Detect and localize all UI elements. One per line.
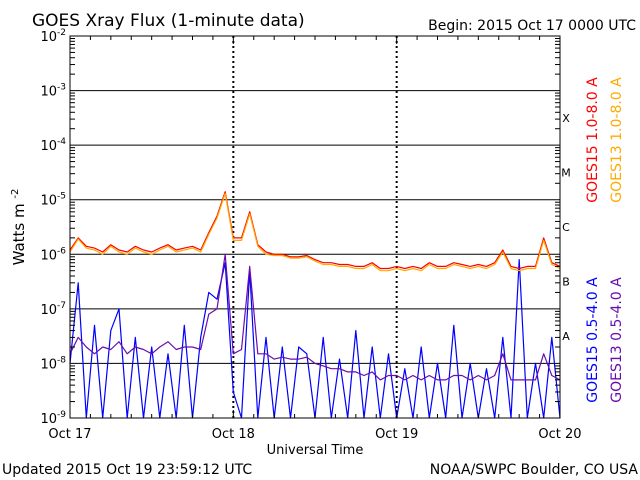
y-axis-label-exponent: -2 (10, 189, 21, 199)
plot-area (69, 35, 561, 419)
y-tick-label: 10-4 (40, 137, 66, 154)
y-tick-label-exponent: -5 (57, 192, 66, 202)
credit-text: NOAA/SWPC Boulder, CO USA (430, 462, 639, 478)
series-line (69, 253, 561, 381)
flare-class-label: C (562, 221, 570, 234)
gridlines (70, 36, 560, 418)
y-tick-label: 10-7 (40, 301, 66, 318)
y-tick-label-exponent: -3 (57, 83, 66, 93)
flare-class-labels: A B C M X (561, 112, 571, 343)
y-tick-label-exponent: -2 (57, 28, 66, 38)
x-tick-label: Oct 17 (48, 427, 91, 442)
x-tick-labels: Oct 17 Oct 18 Oct 19 Oct 20 (48, 427, 581, 442)
x-tick-label: Oct 19 (375, 427, 418, 442)
y-tick-label: 10-3 (40, 83, 66, 100)
begin-time: Begin: 2015 Oct 17 0000 UTC (428, 18, 636, 34)
y-tick-label-base: 10 (40, 412, 57, 427)
y-tick-label-base: 10 (40, 30, 57, 45)
y-tick-label-exponent: -9 (57, 410, 66, 420)
y-tick-label-exponent: -6 (57, 246, 66, 256)
y-tick-label-base: 10 (40, 357, 57, 372)
flare-class-label: B (562, 276, 570, 289)
y-tick-labels: 10-910-810-710-610-510-410-310-2 (40, 28, 66, 427)
y-tick-label-base: 10 (40, 194, 57, 209)
flare-class-label: A (562, 330, 570, 343)
series-line (69, 259, 561, 419)
chart-title: GOES Xray Flux (1-minute data) (32, 11, 305, 31)
series-line (69, 192, 561, 272)
y-tick-label-exponent: -4 (57, 137, 66, 147)
y-tick-label-exponent: -7 (57, 301, 66, 311)
legend-entry: GOES15 0.5-4.0 A (585, 277, 601, 403)
y-tick-label-base: 10 (40, 303, 57, 318)
y-tick-label-base: 10 (40, 139, 57, 154)
x-tick-label: Oct 20 (538, 427, 581, 442)
x-axis-label: Universal Time (267, 443, 364, 458)
updated-timestamp: Updated 2015 Oct 19 23:59:12 UTC (2, 462, 252, 478)
y-tick-label: 10-6 (40, 246, 66, 263)
y-axis-label-text: Watts m (10, 203, 28, 265)
x-tick-label: Oct 18 (212, 427, 255, 442)
y-tick-label: 10-2 (40, 28, 66, 45)
y-tick-label-exponent: -8 (57, 355, 66, 365)
legend: GOES15 1.0-8.0 A GOES13 1.0-8.0 A GOES15 0… (585, 77, 625, 403)
ticks (69, 36, 561, 418)
legend-entry: GOES13 0.5-4.0 A (609, 277, 625, 403)
y-tick-label: 10-9 (40, 410, 66, 427)
flare-class-label: M (561, 166, 571, 179)
y-tick-label-base: 10 (40, 248, 57, 263)
series-layer (69, 191, 561, 419)
legend-entry: GOES13 1.0-8.0 A (609, 77, 625, 203)
y-tick-label: 10-8 (40, 355, 66, 372)
plot-frame (69, 35, 561, 419)
legend-entry: GOES15 1.0-8.0 A (585, 77, 601, 203)
flare-class-label: X (562, 112, 570, 125)
y-axis-label: Watts m -2 (10, 189, 28, 266)
series-line (69, 191, 561, 270)
y-tick-label-base: 10 (40, 85, 57, 100)
y-tick-label: 10-5 (40, 192, 66, 209)
